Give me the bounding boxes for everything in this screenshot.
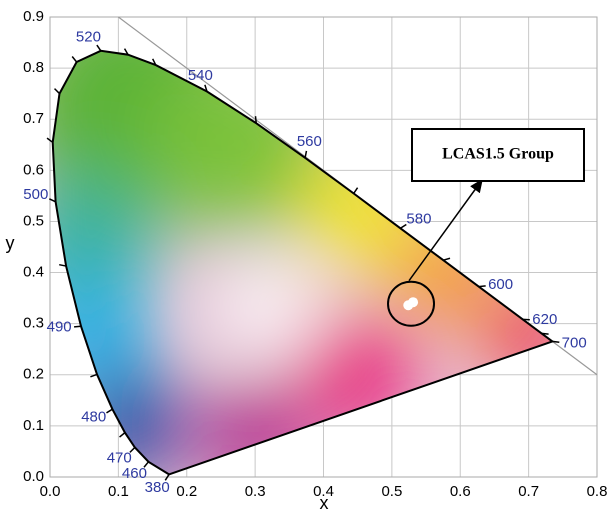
- locus-tick: [400, 223, 407, 229]
- locus-tick: [443, 257, 451, 261]
- highlight-circle: [387, 280, 436, 327]
- annotation-arrow: [408, 178, 483, 282]
- locus-tick: [59, 263, 67, 267]
- locus-tick: [48, 198, 56, 203]
- locus-tick: [123, 48, 129, 56]
- locus-tick: [54, 88, 61, 95]
- locus-tick: [478, 285, 486, 288]
- y-tick-label: 0.5: [23, 212, 44, 229]
- locus-tick: [164, 474, 170, 481]
- x-tick-label: 0.3: [245, 483, 266, 500]
- color-blob: [223, 263, 314, 354]
- x-tick-label: 0.4: [313, 483, 334, 500]
- wavelength-label: 500: [23, 186, 48, 203]
- y-tick-label: 0.4: [23, 264, 44, 281]
- locus-tick: [71, 56, 78, 63]
- y-tick-label: 0.3: [23, 315, 44, 332]
- wavelength-label: 620: [532, 311, 557, 328]
- x-tick-label: 0.1: [108, 483, 129, 500]
- locus-tick: [541, 332, 549, 335]
- locus-tick: [304, 150, 308, 158]
- y-tick-label: 0.8: [23, 59, 44, 76]
- x-tick-label: 0.8: [587, 483, 608, 500]
- plot-frame: [49, 16, 598, 478]
- locus-tick: [254, 116, 257, 124]
- y-tick-label: 0.7: [23, 110, 44, 127]
- y-tick-label: 0.9: [23, 8, 44, 25]
- data-point: [408, 297, 419, 308]
- y-tick-label: 0.1: [23, 417, 44, 434]
- locus-tick: [353, 187, 359, 194]
- locus-tick: [129, 446, 136, 453]
- wavelength-label: 520: [76, 29, 101, 46]
- color-blob: [297, 314, 418, 435]
- x-axis-label: x: [320, 493, 329, 513]
- wavelength-label: 600: [488, 276, 513, 293]
- wavelength-label: 580: [406, 211, 431, 228]
- locus-tick: [46, 137, 54, 143]
- wavelength-label: 480: [81, 409, 106, 426]
- y-tick-label: 0.0: [23, 468, 44, 485]
- x-tick-label: 0.2: [176, 483, 197, 500]
- wavelength-label: 380: [145, 479, 170, 496]
- locus-tick: [74, 325, 82, 328]
- x-tick-label: 0.5: [381, 483, 402, 500]
- locus-tick: [552, 340, 560, 343]
- locus-tick: [90, 373, 98, 378]
- wavelength-label: 490: [47, 319, 72, 336]
- spectral-locus: [51, 49, 555, 476]
- color-blob: [297, 151, 418, 272]
- wavelength-label: 470: [107, 450, 132, 467]
- annotation-text: LCAS1.5 Group: [442, 146, 554, 163]
- wavelength-label: 560: [297, 133, 322, 150]
- annotation-box: [411, 128, 585, 182]
- locus-tick: [204, 84, 208, 92]
- locus-tick: [119, 432, 126, 438]
- y-tick-label: 0.6: [23, 161, 44, 178]
- wavelength-label: 540: [188, 67, 213, 84]
- wavelength-label: 700: [562, 334, 587, 351]
- x-tick-label: 0.7: [518, 483, 539, 500]
- x-tick-label: 0.6: [450, 483, 471, 500]
- locus-tick: [106, 408, 113, 414]
- y-tick-label: 0.2: [23, 366, 44, 383]
- locus-tick: [96, 44, 102, 52]
- x-tick-label: 0.0: [40, 483, 61, 500]
- wavelength-label: 460: [122, 465, 147, 482]
- locus-tick: [152, 58, 157, 66]
- locus-tick: [143, 461, 150, 468]
- y-axis-label: y: [6, 233, 15, 253]
